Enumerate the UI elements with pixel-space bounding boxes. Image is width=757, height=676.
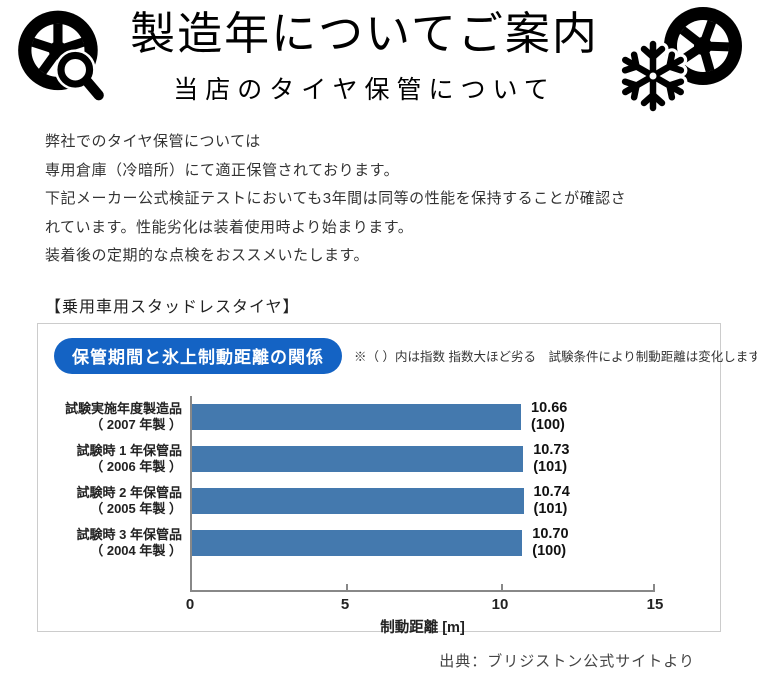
chart-card: 保管期間と氷上制動距離の関係 ※（ ）内は指数 指数大ほど劣る 試験条件により制… xyxy=(37,322,757,636)
tire-search-icon xyxy=(10,4,109,105)
bar-category-label: 試験時 1 年保管品（ 2006 年製 ） xyxy=(76,442,182,474)
bar-category-label: 試験実施年度製造品（ 2007 年製 ） xyxy=(64,400,182,432)
bar-value-label: 10.66 (100) xyxy=(531,399,568,433)
x-axis-title: 制動距離 [m] xyxy=(380,619,465,636)
x-axis-tick xyxy=(653,583,655,590)
snowflake-glyph xyxy=(621,44,685,108)
page-subtitle: 当店のタイヤ保管について xyxy=(173,75,556,104)
bar-category-label: 試験時 3 年保管品（ 2004 年製 ） xyxy=(76,526,182,558)
section-heading: 【乗用車用スタッドレスタイヤ】 xyxy=(45,298,300,316)
magnifier-glyph xyxy=(54,49,109,105)
intro-paragraph: 弊社でのタイヤ保管については 専用倉庫（冷暗所）にて適正保管されております。 下… xyxy=(45,128,717,271)
source-credit: 出典：ブリジストン公式サイトより xyxy=(439,652,695,670)
bar-value-label: 10.73 (101) xyxy=(533,441,570,475)
bar-chart: 試験実施年度製造品（ 2007 年製 ） 試験時 1 年保管品（ 2006 年製 … xyxy=(54,395,704,592)
chart-category-labels: 試験実施年度製造品（ 2007 年製 ） 試験時 1 年保管品（ 2006 年製 … xyxy=(54,396,190,592)
x-axis-tick-label: 15 xyxy=(646,595,664,613)
bar xyxy=(192,403,522,430)
bar-row: 10.74 (101) xyxy=(192,484,655,517)
intro-line: れています。性能劣化は装着使用時より始まります。 xyxy=(45,218,414,236)
chart-title-pill: 保管期間と氷上制動距離の関係 xyxy=(54,337,342,374)
bar-row: 10.73 (101) xyxy=(192,442,655,475)
intro-line: 弊社でのタイヤ保管については xyxy=(45,133,261,150)
intro-line: 下記メーカー公式検証テストにおいても3年間は同等の性能を保持することが確認さ xyxy=(45,190,627,207)
chart-header: 保管期間と氷上制動距離の関係 ※（ ）内は指数 指数大ほど劣る 試験条件により制… xyxy=(54,337,757,374)
intro-line: 装着後の定期的な点検をおススメいたします。 xyxy=(45,247,370,264)
bar xyxy=(192,487,524,514)
intro-line: 専用倉庫（冷暗所）にて適正保管されております。 xyxy=(45,161,400,179)
title-block: 製造年についてご案内 当店のタイヤ保管について xyxy=(112,0,617,106)
chart-note: ※（ ）内は指数 指数大ほど劣る 試験条件により制動距離は変化します。 xyxy=(354,350,757,364)
x-axis-tick xyxy=(500,583,503,590)
x-axis-tick xyxy=(346,583,349,590)
bar-row: 10.66 (100) xyxy=(192,400,655,433)
x-axis-tick-label: 10 xyxy=(491,595,509,613)
chart-track: 10.66 (100) 10.73 (101) 10.74 (101) 10.70 (100) xyxy=(190,395,655,592)
bar-row: 10.70 (100) xyxy=(192,526,655,559)
x-axis-tick-label: 5 xyxy=(340,595,350,613)
page-title: 製造年についてご案内 xyxy=(130,8,599,59)
tire-snowflake-icon xyxy=(613,0,751,116)
bar-value-label: 10.70 (100) xyxy=(532,525,569,559)
x-axis-tick-label: 0 xyxy=(185,595,195,613)
bar xyxy=(192,445,524,472)
bar-category-label: 試験時 2 年保管品（ 2005 年製 ） xyxy=(76,484,182,516)
bar-value-label: 10.74 (101) xyxy=(533,483,570,517)
header: 製造年についてご案内 当店のタイヤ保管について xyxy=(0,0,757,120)
bar xyxy=(192,529,523,556)
x-axis-tick-labels: 0 5 10 15 xyxy=(186,592,664,614)
